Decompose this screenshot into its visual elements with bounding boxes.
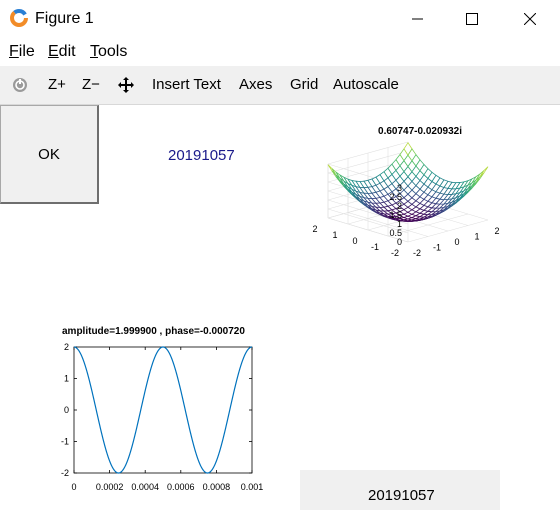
ok-button[interactable]: OK [0,105,99,204]
toolbar: Z+ Z− Insert Text Axes Grid Autoscale [0,66,560,105]
close-button[interactable] [504,0,556,38]
close-icon [524,13,536,25]
zoom-out-button[interactable]: Z− [82,76,100,93]
maximize-icon [466,13,478,25]
title-bar: Figure 1 [0,0,560,38]
maximize-button[interactable] [446,0,498,38]
insert-text-button[interactable]: Insert Text [152,76,221,93]
pan-icon[interactable] [117,76,135,94]
minimize-icon [412,18,423,20]
axes-button[interactable]: Axes [239,76,273,93]
zoom-in-button[interactable]: Z+ [48,76,66,93]
menu-tools[interactable]: Tools [90,43,128,60]
id-text-label: 20191057 [168,147,235,164]
rotate-icon[interactable] [11,76,29,94]
autoscale-button[interactable]: Autoscale [333,76,399,93]
grid-button[interactable]: Grid [290,76,319,93]
bottom-text: 20191057 [368,487,435,504]
menu-edit[interactable]: Edit [48,43,76,60]
menu-file[interactable]: File [9,43,35,60]
ok-button-label: OK [38,145,60,163]
menu-bar: File Edit Tools [0,38,560,66]
window-title: Figure 1 [35,10,94,27]
bottom-text-box: 20191057 [300,470,500,510]
octave-logo-icon [10,9,28,27]
minimize-button[interactable] [392,0,444,38]
